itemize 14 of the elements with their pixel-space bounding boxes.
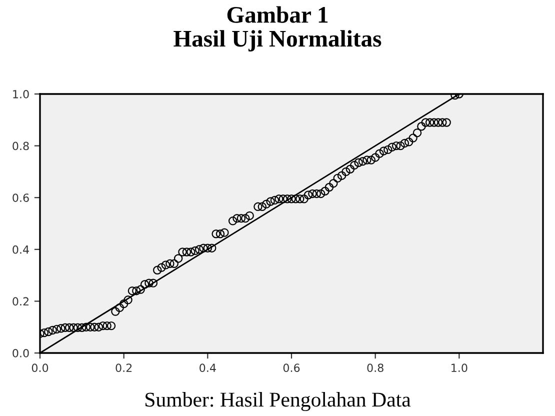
x-tick-label: 0.2 <box>116 364 132 372</box>
y-tick-label: 0.2 <box>12 297 28 306</box>
y-tick-label: 0.0 <box>12 348 29 358</box>
chart-title: Gambar 1 Hasil Uji Normalitas <box>174 6 382 52</box>
x-tick-label: 0.4 <box>200 364 216 372</box>
y-tick-label: 0.4 <box>12 245 29 254</box>
x-tick-label: 0.6 <box>283 364 300 372</box>
x-tick-label: 0.8 <box>367 364 384 372</box>
x-tick-label: 1.0 <box>452 364 468 372</box>
y-tick-label: 0.8 <box>12 142 29 150</box>
y-tick-label: 0.6 <box>12 194 29 202</box>
x-tick-label: 0.0 <box>32 364 48 372</box>
text: Sumber: Hasil Pengolahan Data <box>146 392 411 412</box>
y-tick-label: 1.0 <box>13 90 29 98</box>
